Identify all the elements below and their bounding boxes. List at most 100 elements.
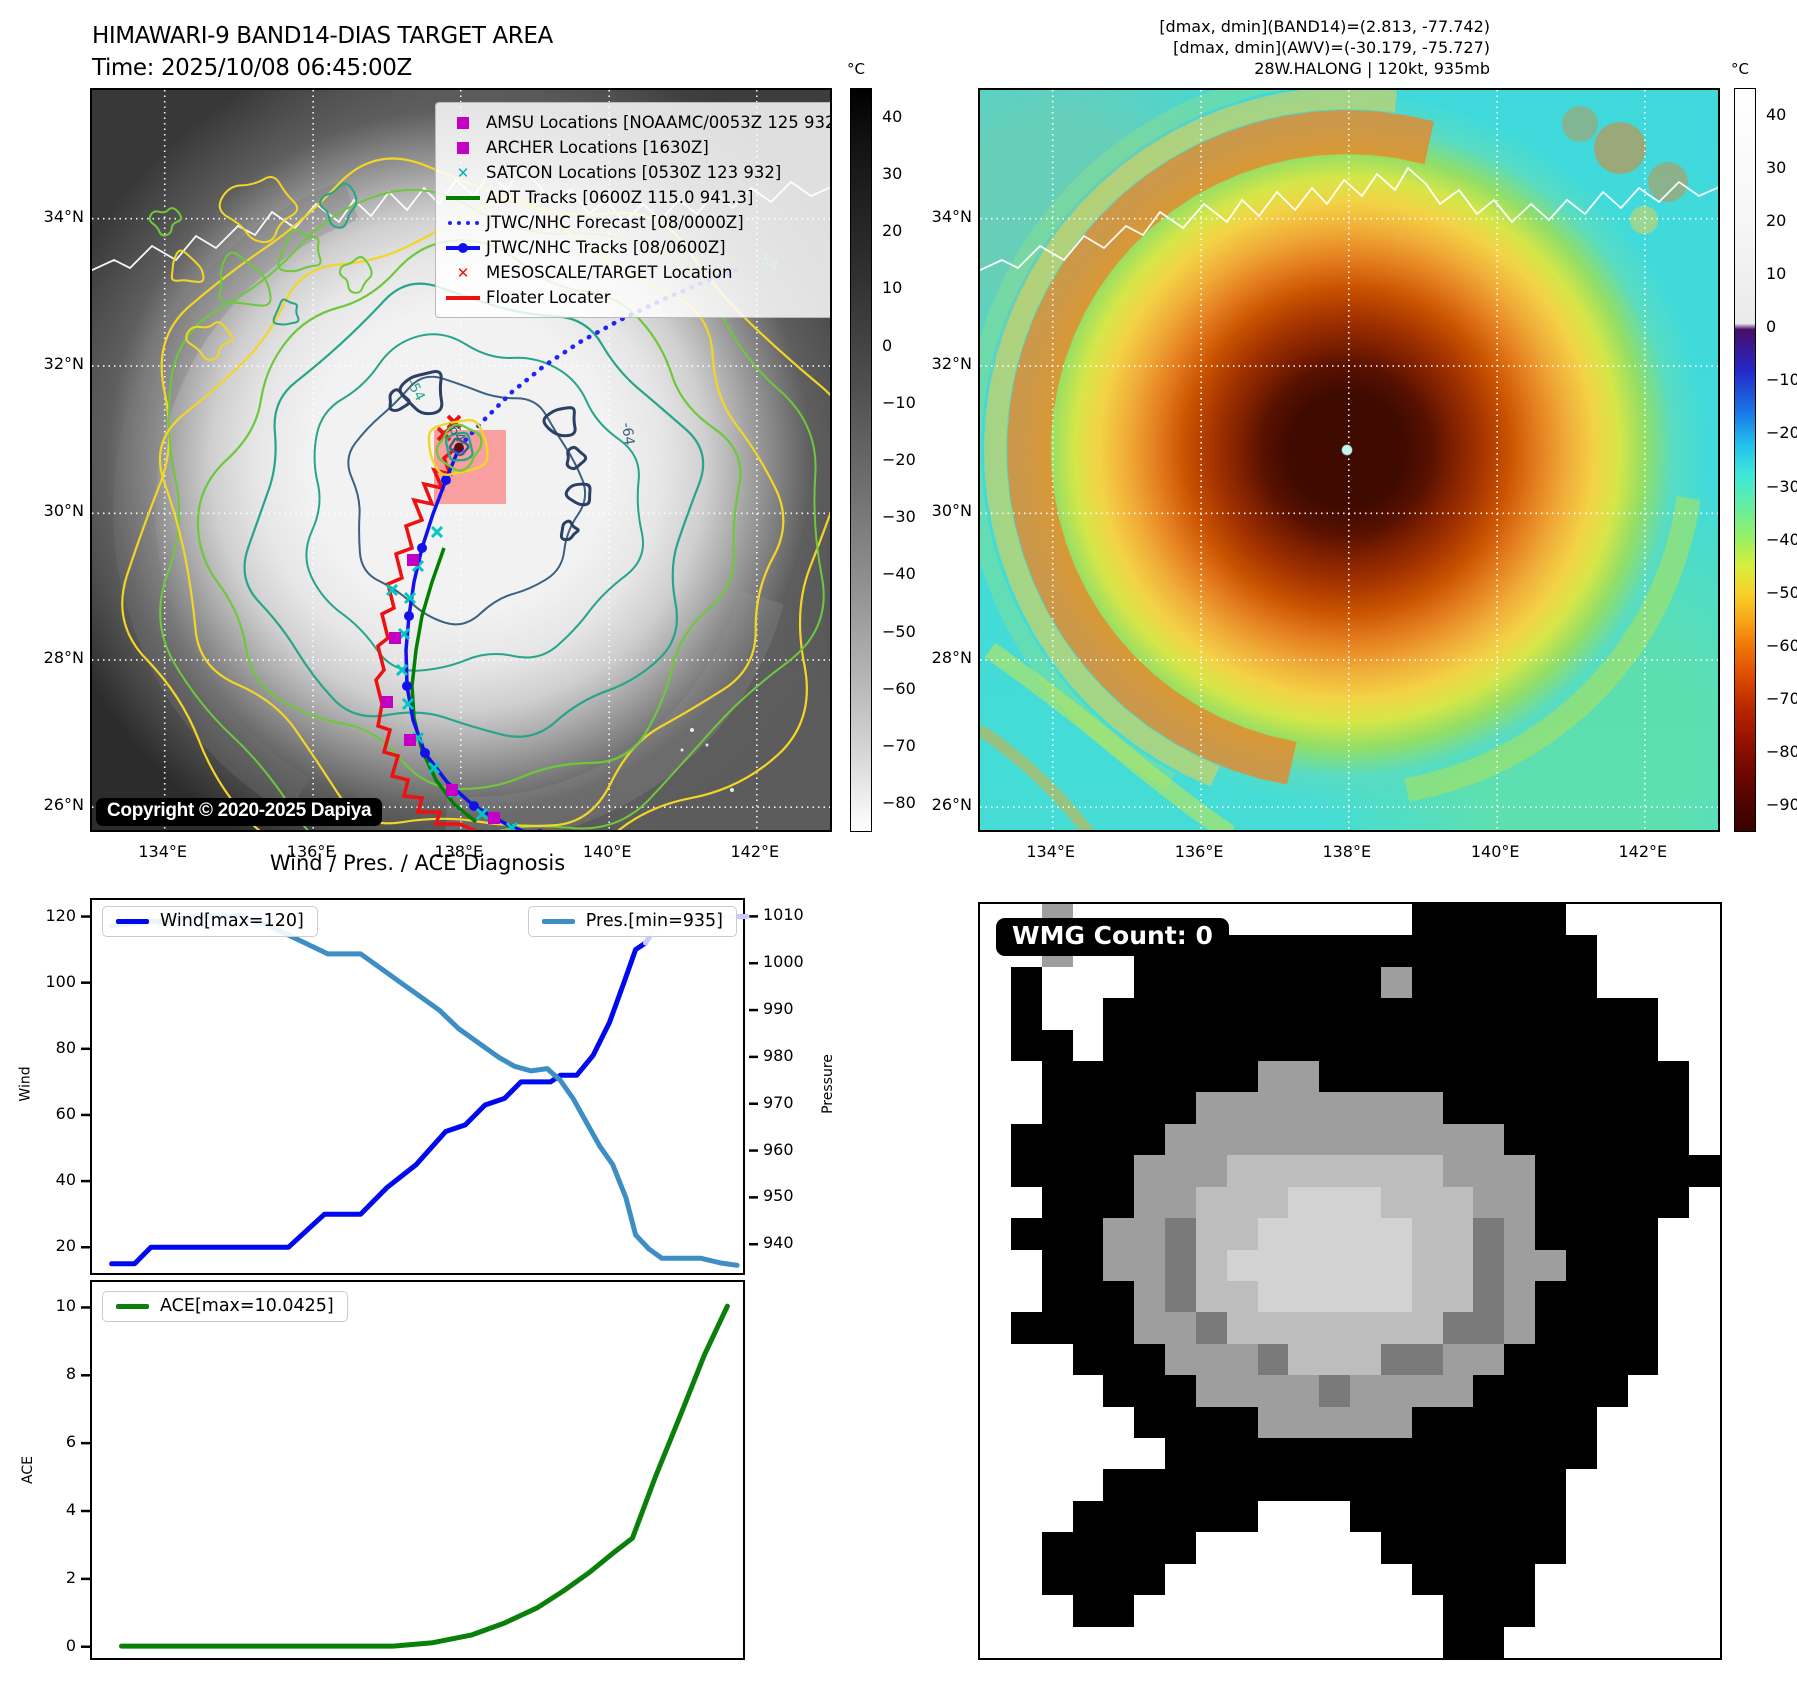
wmg-cell — [1380, 1218, 1412, 1250]
wmg-cell — [1380, 1438, 1412, 1470]
wmg-cell — [1535, 1092, 1566, 1124]
wmg-cell — [1350, 1532, 1381, 1564]
wmg-cell — [1288, 1438, 1320, 1470]
colorbar-tick-label: 10 — [1766, 264, 1787, 283]
wmg-cell — [1411, 1249, 1443, 1281]
wmg-cell — [1565, 1123, 1597, 1156]
wmg-cell — [1319, 1123, 1350, 1156]
awv-colorbar-unit: °C — [1731, 60, 1749, 78]
wmg-cell — [1041, 1218, 1073, 1250]
wmg-cell — [1658, 1469, 1690, 1501]
wmg-cell — [1473, 1029, 1505, 1062]
wmg-cell — [1627, 1469, 1659, 1501]
y-tick-label: 970 — [763, 1092, 794, 1112]
wmg-cell — [1134, 1343, 1165, 1376]
wmg-cell — [1165, 1123, 1196, 1156]
colorbar-tick-label: −20 — [882, 450, 916, 469]
legend-item-label: Floater Locater — [486, 288, 611, 307]
wmg-cell — [1565, 1595, 1597, 1627]
wmg-cell — [1319, 1500, 1350, 1533]
wmg-cell — [1565, 1186, 1597, 1219]
legend-item-label: JTWC/NHC Tracks [08/0600Z] — [486, 238, 726, 257]
title-line: HIMAWARI-9 BAND14-DIAS TARGET AREA — [92, 23, 553, 49]
wmg-cell — [1195, 1092, 1227, 1124]
wmg-cell — [1627, 1029, 1659, 1062]
wmg-cell — [1319, 1280, 1350, 1313]
wmg-cell — [1165, 1186, 1196, 1219]
wmg-cell — [1442, 1375, 1474, 1407]
lat-tick-label: 32°N — [43, 354, 84, 374]
wmg-cell — [1041, 1500, 1073, 1533]
wmg-cell — [1103, 1123, 1135, 1156]
ace-legend: ACE[max=10.0425] — [102, 1291, 348, 1322]
wmg-cell — [1627, 1092, 1659, 1124]
wmg-cell — [1134, 966, 1165, 999]
wmg-cell — [1380, 1186, 1412, 1219]
wmg-cell — [1350, 1595, 1381, 1627]
wmg-cell — [1473, 1280, 1505, 1313]
wmg-cell — [1072, 1186, 1104, 1219]
wmg-cell — [1689, 1595, 1720, 1627]
wmg-cell — [1288, 1312, 1320, 1344]
awv-enhanced-map — [978, 88, 1720, 832]
wmg-cell — [1134, 1532, 1165, 1564]
wmg-cell — [1565, 966, 1597, 999]
wmg-cell — [1226, 1563, 1258, 1596]
lat-tick-label: 32°N — [931, 354, 972, 374]
wmg-cell — [1041, 1092, 1073, 1124]
wmg-cell — [1041, 1280, 1073, 1313]
wmg-cell — [1288, 1563, 1320, 1596]
wmg-cell — [1504, 1186, 1535, 1219]
wmg-cell — [1041, 1123, 1073, 1156]
wmg-cell — [1350, 1123, 1381, 1156]
wmg-cell — [1535, 935, 1566, 967]
wmg-cell — [1165, 1343, 1196, 1376]
wmg-cell — [1535, 1029, 1566, 1062]
wmg-cell — [1010, 1218, 1042, 1250]
y-tick-label: 960 — [763, 1139, 794, 1159]
wmg-cell — [1565, 1563, 1597, 1596]
wmg-cell — [980, 1218, 1011, 1250]
wmg-cell — [1535, 1375, 1566, 1407]
wmg-cell — [1257, 1029, 1289, 1062]
y-tick-label: 940 — [763, 1233, 794, 1253]
wmg-cell — [1473, 998, 1505, 1030]
colorbar-tick-label: 0 — [882, 335, 893, 355]
wmg-cell — [1195, 1123, 1227, 1156]
wmg-cell — [1165, 1280, 1196, 1313]
wmg-cell — [1226, 1249, 1258, 1281]
wmg-cell — [1226, 1469, 1258, 1501]
wmg-cell — [1350, 1469, 1381, 1501]
wmg-cell — [1103, 1155, 1135, 1187]
wmg-cell — [1565, 1280, 1597, 1313]
wmg-cell — [1380, 1155, 1412, 1187]
wmg-cell — [1010, 1155, 1042, 1187]
wmg-cell — [1565, 1029, 1597, 1062]
wmg-cell — [1535, 1563, 1566, 1596]
wmg-cell — [1658, 1249, 1690, 1281]
wmg-cell — [1288, 1532, 1320, 1564]
wmg-cell — [1041, 998, 1073, 1030]
wmg-cell — [1288, 1500, 1320, 1533]
wmg-cell — [1689, 1469, 1720, 1501]
wmg-cell — [1627, 1532, 1659, 1564]
wmg-cell — [1010, 1029, 1042, 1062]
wmg-cell — [1473, 1249, 1505, 1281]
wmg-cell — [1350, 904, 1381, 936]
wmg-cell — [1442, 998, 1474, 1030]
time-line: Time: 2025/10/08 06:45:00Z — [92, 55, 412, 82]
wmg-cell — [1195, 1563, 1227, 1596]
wmg-cell — [1596, 1312, 1628, 1344]
wind-axis-label: Wind — [17, 1066, 34, 1102]
legend-item: ✕ SATCON Locations [0530Z 123 932] — [440, 160, 830, 185]
wmg-cell — [980, 1280, 1011, 1313]
wmg-cell — [1689, 1092, 1720, 1124]
wmg-cell — [1257, 1312, 1289, 1344]
wmg-cell — [1627, 1280, 1659, 1313]
wmg-cell — [980, 1312, 1011, 1344]
wmg-cell — [1442, 1123, 1474, 1156]
colorbar-tick-label: −30 — [1766, 476, 1797, 496]
wmg-cell — [1504, 1438, 1535, 1470]
wmg-cell — [1627, 1595, 1659, 1627]
wmg-cell — [980, 1155, 1011, 1187]
